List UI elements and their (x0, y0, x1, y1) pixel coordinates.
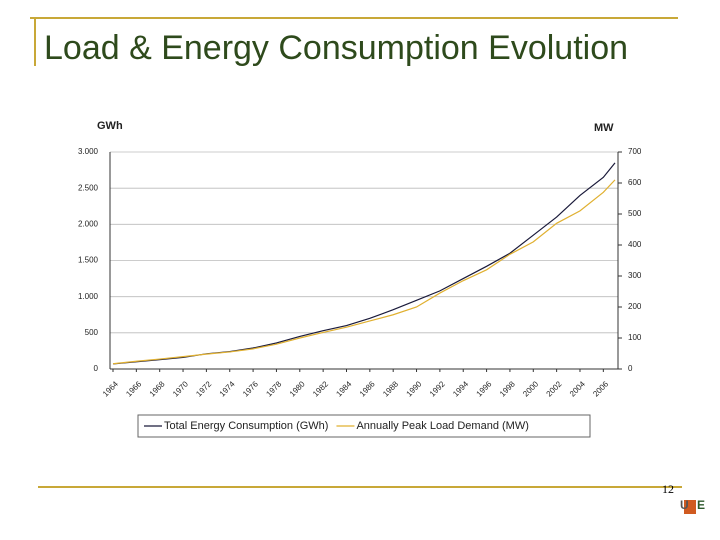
legend-label: Total Energy Consumption (GWh) (164, 420, 328, 432)
y-tick-label: 1.500 (78, 256, 99, 265)
x-tick-label: 1964 (101, 379, 120, 398)
x-tick-label: 1992 (428, 379, 447, 398)
slide-title: Load & Energy Consumption Evolution (44, 29, 629, 66)
x-tick-label: 1968 (148, 379, 167, 398)
y-axis-label: GWh (97, 120, 123, 132)
series-line (112, 179, 616, 365)
svg-text:U: U (680, 498, 689, 512)
y-tick-label: 3.000 (78, 147, 99, 156)
x-tick-label: 1982 (311, 379, 330, 398)
y2-tick-label: 600 (628, 178, 642, 187)
x-tick-label: 1972 (194, 379, 213, 398)
x-tick-label: 1988 (381, 379, 400, 398)
y2-tick-label: 100 (628, 333, 642, 342)
y2-tick-label: 300 (628, 271, 642, 280)
x-tick-label: 1986 (358, 379, 377, 398)
x-tick-label: 1976 (241, 379, 260, 398)
x-tick-label: 1978 (264, 379, 283, 398)
x-tick-label: 2002 (545, 379, 564, 398)
x-tick-label: 1994 (451, 379, 470, 398)
x-tick-label: 1970 (171, 379, 190, 398)
x-tick-label: 1966 (124, 379, 143, 398)
y-tick-label: 500 (85, 328, 99, 337)
x-tick-label: 2004 (568, 379, 587, 398)
y-tick-label: 2.500 (78, 183, 99, 192)
x-tick-label: 2000 (521, 379, 540, 398)
y2-axis-label: MW (594, 122, 614, 134)
x-tick-label: 1998 (498, 379, 517, 398)
y2-tick-label: 400 (628, 240, 642, 249)
legend-box (137, 414, 591, 438)
y-tick-label: 1.000 (78, 292, 99, 301)
y-tick-label: 0 (94, 364, 99, 373)
y2-tick-label: 200 (628, 302, 642, 311)
x-tick-label: 1984 (334, 379, 353, 398)
svg-text:E: E (697, 498, 705, 512)
x-tick-label: 1974 (218, 379, 237, 398)
logo: U E (680, 498, 705, 514)
series-line (112, 162, 616, 365)
y-tick-label: 2.000 (78, 219, 99, 228)
legend-label: Annually Peak Load Demand (MW) (356, 420, 528, 432)
page-number: 12 (662, 482, 674, 496)
x-tick-label: 1990 (404, 379, 423, 398)
y2-tick-label: 500 (628, 209, 642, 218)
x-tick-label: 1980 (288, 379, 307, 398)
x-tick-label: 1996 (475, 379, 494, 398)
y2-tick-label: 700 (628, 147, 642, 156)
y2-tick-label: 0 (628, 364, 633, 373)
x-tick-label: 2006 (591, 379, 610, 398)
